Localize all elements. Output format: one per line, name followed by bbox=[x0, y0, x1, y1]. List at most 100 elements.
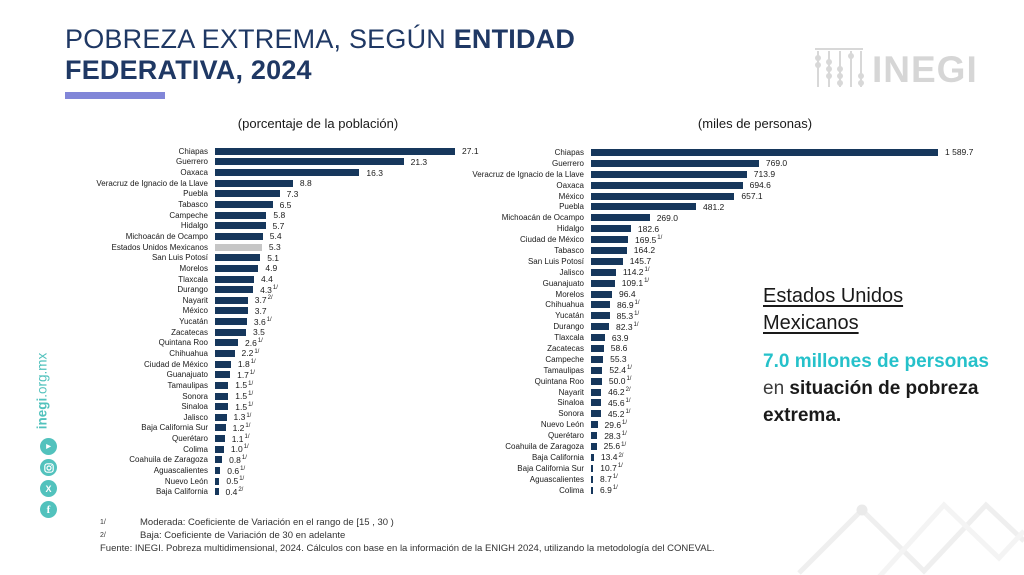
value-label: 1.51/ bbox=[235, 401, 254, 412]
bar bbox=[215, 381, 229, 389]
value-label: 1.81/ bbox=[237, 359, 256, 370]
category-label: Quintana Roo bbox=[534, 376, 584, 386]
footnote-mark: 1/ bbox=[239, 476, 245, 483]
value-label: 1.11/ bbox=[231, 433, 250, 444]
chart-row: Nayarit 3.72/ bbox=[70, 295, 479, 306]
chart-row: México 3.7 bbox=[70, 306, 479, 317]
bar bbox=[215, 275, 254, 283]
category-label: Baja California Sur bbox=[141, 423, 208, 433]
footnote-mark: 1/ bbox=[626, 365, 632, 372]
footnote-mark: 1/ bbox=[244, 433, 250, 440]
value-label: 28.31/ bbox=[604, 430, 627, 441]
value-label: 5.1 bbox=[267, 252, 280, 263]
bar bbox=[215, 264, 259, 272]
chart-row: Veracruz de Ignacio de la Llave 8.8 bbox=[70, 178, 479, 189]
category-label: Chiapas bbox=[554, 147, 584, 157]
chart-row: Guanajuato 1.71/ bbox=[70, 369, 479, 380]
right-chart-subtitle: (miles de personas) bbox=[697, 116, 813, 131]
footnote-mark: 1/ bbox=[634, 300, 640, 307]
value-label: 145.7 bbox=[629, 256, 652, 267]
value-label: 694.6 bbox=[749, 180, 771, 191]
chart-row: Baja California Sur 10.71/ bbox=[450, 463, 973, 474]
category-label: Durango bbox=[177, 285, 208, 295]
bar bbox=[215, 349, 235, 357]
value-label: 58.6 bbox=[610, 343, 628, 354]
chart-row: Morelos 4.9 bbox=[70, 263, 479, 274]
x-icon[interactable]: X bbox=[40, 480, 57, 497]
bar bbox=[591, 388, 602, 396]
chart-row: Chihuahua 2.21/ bbox=[70, 348, 479, 359]
category-label: Guerrero bbox=[551, 158, 584, 168]
category-label: Guanajuato bbox=[542, 278, 584, 288]
chart-row: Campeche 55.3 bbox=[450, 354, 973, 365]
chart-row: Coahuila de Zaragoza 0.81/ bbox=[70, 455, 479, 466]
value-label: 4.4 bbox=[261, 274, 273, 284]
bar bbox=[591, 486, 593, 494]
chart-row: Nayarit 46.22/ bbox=[450, 387, 973, 398]
value-label: 82.31/ bbox=[616, 321, 639, 332]
bar bbox=[215, 232, 263, 240]
inegi-url[interactable]: inegi.org.mx bbox=[35, 353, 50, 430]
value-label: 0.51/ bbox=[226, 476, 245, 487]
footnote-mark: 1/ bbox=[248, 391, 254, 398]
category-label: Campeche bbox=[545, 354, 584, 364]
bar bbox=[591, 312, 610, 320]
category-label: Ciudad de México bbox=[143, 359, 208, 369]
footnote-mark: 1/ bbox=[625, 408, 631, 415]
instagram-icon[interactable] bbox=[40, 459, 57, 476]
footnote-1-text: Moderada: Coeficiente de Variación en el… bbox=[140, 517, 394, 528]
footnote-mark: 1/ bbox=[248, 401, 254, 408]
bar bbox=[591, 464, 594, 472]
chart-row: Guanajuato 109.11/ bbox=[450, 278, 973, 289]
category-label: Morelos bbox=[179, 263, 208, 273]
value-label: 2.21/ bbox=[241, 348, 260, 359]
category-label: Tabasco bbox=[554, 245, 584, 255]
footnote-mark: 1/ bbox=[644, 278, 650, 285]
bar bbox=[215, 467, 221, 475]
value-label: 13.42/ bbox=[600, 452, 624, 463]
youtube-icon[interactable]: ▶ bbox=[40, 438, 57, 455]
bar bbox=[215, 403, 229, 411]
category-label: Puebla bbox=[559, 202, 584, 212]
chart-row: Quintana Roo 2.61/ bbox=[70, 338, 479, 349]
chart-row: Sonora 1.51/ bbox=[70, 391, 479, 402]
category-label: Campeche bbox=[169, 210, 208, 220]
category-label: Nuevo León bbox=[164, 476, 208, 486]
value-label: 5.4 bbox=[269, 231, 282, 242]
footnote-2-mark: 2/ bbox=[100, 532, 106, 539]
bar bbox=[591, 214, 650, 222]
category-label: Nuevo León bbox=[540, 420, 584, 430]
category-label: Sinaloa bbox=[181, 402, 208, 412]
value-label: 164.2 bbox=[633, 245, 656, 256]
footnote-mark: 2/ bbox=[625, 387, 631, 394]
chart-row: Jalisco 1.31/ bbox=[70, 412, 479, 423]
value-label: 6.5 bbox=[279, 199, 292, 210]
value-label: 0.61/ bbox=[227, 465, 246, 476]
value-label: 2.61/ bbox=[245, 337, 263, 348]
chart-row: Nuevo León 29.61/ bbox=[450, 419, 973, 430]
bar bbox=[591, 148, 938, 156]
bar bbox=[591, 170, 747, 178]
page-title-regular: POBREZA EXTREMA, SEGÚN bbox=[65, 24, 454, 54]
facebook-icon[interactable]: f bbox=[40, 501, 57, 518]
chart-row: Veracruz de Ignacio de la Llave 713.9 bbox=[450, 169, 973, 180]
value-label: 7.3 bbox=[286, 188, 299, 199]
chart-row: Tlaxcala 4.4 bbox=[70, 274, 479, 285]
value-label: 46.22/ bbox=[608, 387, 631, 398]
category-label: Jalisco bbox=[559, 267, 584, 277]
category-label: Baja California bbox=[155, 487, 208, 497]
value-label: 25.61/ bbox=[603, 441, 627, 452]
bar bbox=[591, 236, 628, 244]
value-label: 1.51/ bbox=[235, 380, 254, 391]
bar bbox=[215, 179, 293, 187]
bar bbox=[591, 432, 598, 440]
value-label: 8.71/ bbox=[600, 474, 618, 485]
footnote-mark: 2/ bbox=[238, 486, 244, 493]
value-label: 5.3 bbox=[268, 242, 281, 253]
value-label: 3.72/ bbox=[254, 295, 273, 306]
category-label: Durango bbox=[553, 322, 584, 332]
value-label: 1.51/ bbox=[235, 391, 254, 402]
value-label: 657.1 bbox=[741, 191, 763, 201]
footnote-2-text: Baja: Coeficiente de Variación de 30 en … bbox=[140, 530, 346, 541]
